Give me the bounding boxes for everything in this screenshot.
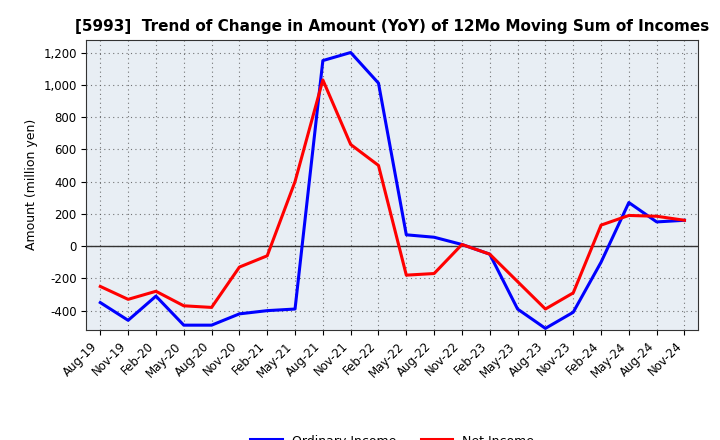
Ordinary Income — [430, 235, 438, 240]
Ordinary Income — [402, 232, 410, 238]
Ordinary Income — [541, 326, 550, 331]
Ordinary Income — [569, 310, 577, 315]
Y-axis label: Amount (million yen): Amount (million yen) — [24, 119, 37, 250]
Net Income — [152, 289, 161, 294]
Net Income — [652, 213, 661, 219]
Ordinary Income — [374, 81, 383, 86]
Net Income — [569, 290, 577, 296]
Ordinary Income — [624, 200, 633, 205]
Ordinary Income — [291, 306, 300, 312]
Line: Net Income: Net Income — [100, 80, 685, 309]
Net Income — [485, 252, 494, 257]
Ordinary Income — [513, 306, 522, 312]
Ordinary Income — [235, 311, 243, 316]
Net Income — [374, 163, 383, 168]
Ordinary Income — [458, 242, 467, 247]
Ordinary Income — [680, 218, 689, 223]
Net Income — [179, 303, 188, 308]
Net Income — [235, 264, 243, 270]
Net Income — [346, 142, 355, 147]
Net Income — [624, 213, 633, 218]
Ordinary Income — [179, 323, 188, 328]
Net Income — [430, 271, 438, 276]
Net Income — [318, 77, 327, 83]
Net Income — [291, 179, 300, 184]
Net Income — [541, 306, 550, 312]
Legend: Ordinary Income, Net Income: Ordinary Income, Net Income — [246, 429, 539, 440]
Net Income — [124, 297, 132, 302]
Title: [5993]  Trend of Change in Amount (YoY) of 12Mo Moving Sum of Incomes: [5993] Trend of Change in Amount (YoY) o… — [76, 19, 709, 34]
Net Income — [402, 272, 410, 278]
Ordinary Income — [318, 58, 327, 63]
Net Income — [207, 305, 216, 310]
Net Income — [263, 253, 271, 258]
Net Income — [96, 284, 104, 289]
Net Income — [597, 223, 606, 228]
Ordinary Income — [124, 318, 132, 323]
Ordinary Income — [597, 260, 606, 265]
Line: Ordinary Income: Ordinary Income — [100, 52, 685, 328]
Ordinary Income — [652, 219, 661, 224]
Net Income — [680, 218, 689, 223]
Ordinary Income — [96, 300, 104, 305]
Ordinary Income — [485, 252, 494, 257]
Ordinary Income — [263, 308, 271, 313]
Net Income — [513, 279, 522, 284]
Ordinary Income — [346, 50, 355, 55]
Ordinary Income — [152, 293, 161, 299]
Ordinary Income — [207, 323, 216, 328]
Net Income — [458, 242, 467, 247]
